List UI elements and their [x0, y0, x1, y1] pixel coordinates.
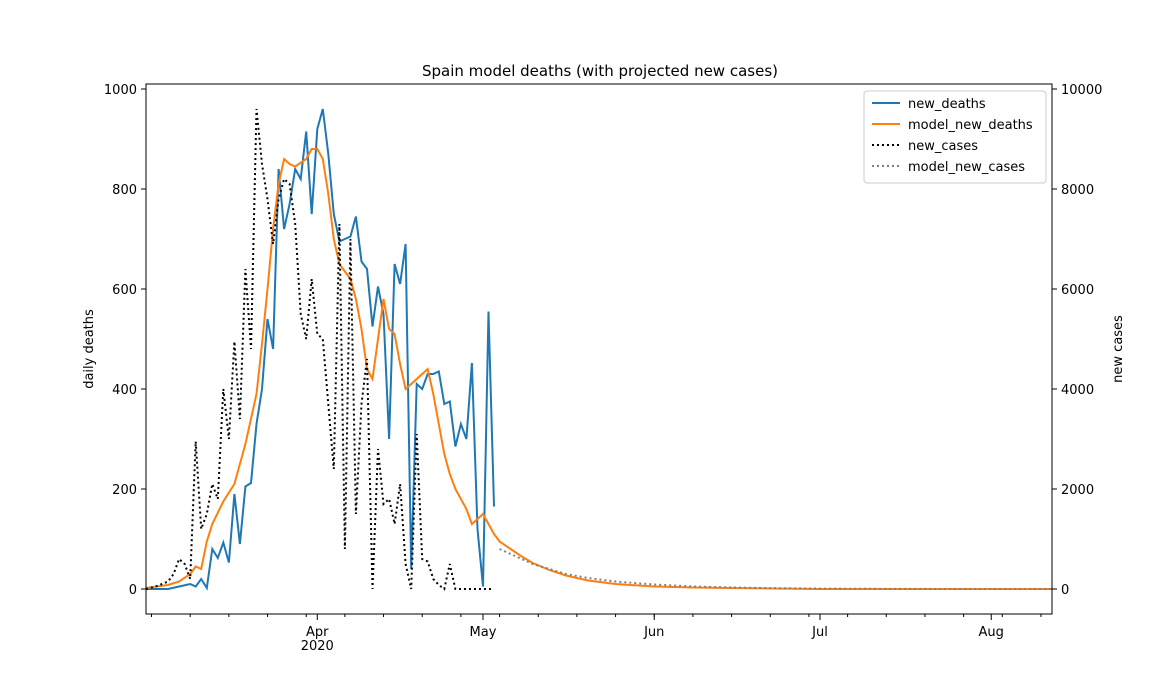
- x-tick-label: May: [470, 625, 497, 640]
- x-tick-label: Jun: [643, 625, 664, 640]
- y2-tick-label: 6000: [1061, 283, 1094, 298]
- chart-title: Spain model deaths (with projected new c…: [422, 62, 778, 80]
- y-tick-label: 800: [112, 183, 137, 198]
- y2-tick-label: 8000: [1061, 183, 1094, 198]
- y2-tick-label: 0: [1061, 583, 1069, 598]
- y-axis-label: daily deaths: [82, 309, 97, 389]
- legend-label: model_new_deaths: [908, 118, 1033, 133]
- legend-box: [863, 90, 1047, 184]
- series-line-model-new-deaths: [145, 148, 1052, 590]
- x-tick-sublabel: 2020: [301, 639, 334, 654]
- y-tick-label: 1000: [104, 83, 137, 98]
- x-tick-label: Jul: [811, 625, 828, 640]
- y-tick-label: 200: [112, 483, 137, 498]
- x-tick-label: Apr: [306, 625, 329, 640]
- series-line-new-cases: [145, 108, 494, 591]
- y-tick-label: 600: [112, 283, 137, 298]
- y2-tick-label: 4000: [1061, 383, 1094, 398]
- legend-label: model_new_cases: [908, 160, 1025, 175]
- y2-tick-label: 2000: [1061, 483, 1094, 498]
- plot-area: [145, 108, 1052, 591]
- series-line-new-deaths: [146, 108, 495, 591]
- legend: new_deaths model_new_deaths new_casesmodel…: [863, 90, 1047, 184]
- y-tick-label: 0: [129, 583, 137, 598]
- legend-label: new_cases: [908, 139, 978, 154]
- x-tick-label: Aug: [979, 625, 1004, 640]
- y2-axis-label: new cases: [1111, 315, 1126, 383]
- y2-tick-label: 10000: [1061, 83, 1102, 98]
- series-line-model-new-cases: [499, 548, 1052, 590]
- axes-frame: [145, 83, 1053, 615]
- axis-ticks: 020040060080010000200040006000800010000A…: [104, 83, 1102, 654]
- y-tick-label: 400: [112, 383, 137, 398]
- legend-label: new_deaths: [908, 97, 986, 112]
